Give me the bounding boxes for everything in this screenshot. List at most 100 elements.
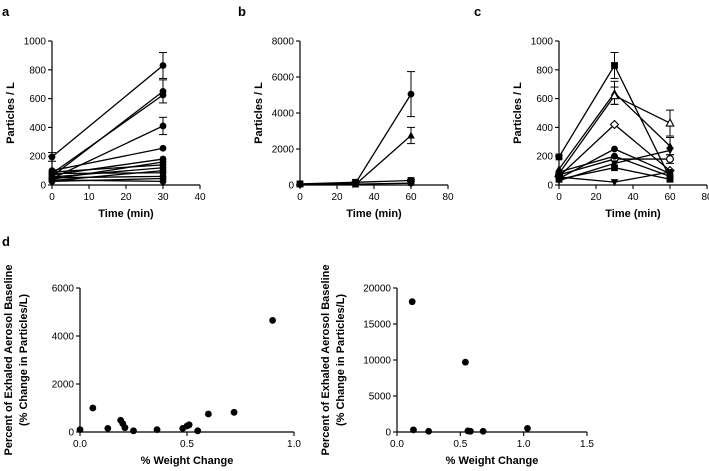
y-tick-label: 8000 xyxy=(272,37,295,48)
x-tick-label: 10 xyxy=(83,192,95,203)
x-tick-label: 0 xyxy=(297,192,303,203)
chart-panel-d-right: 0 5000 10000 15000 20000 0.0 0.5 1.0 1.5 % Weight… xyxy=(320,265,594,467)
data-point-s5 xyxy=(159,144,167,152)
x-axis-label: % Weight Change xyxy=(141,455,234,467)
series-line-s7 xyxy=(51,161,164,180)
scatter-point xyxy=(524,425,531,432)
data-point-down-triangle-2 xyxy=(666,169,674,177)
y-tick-label: 200 xyxy=(29,152,46,163)
series-line-s8 xyxy=(51,164,164,173)
y-tick-label: 15000 xyxy=(363,320,391,331)
scatter-point xyxy=(462,358,469,366)
data-point-down-triangle xyxy=(610,160,619,168)
y-axis-label: Percent of Exhaled Aerosol Baseline xyxy=(320,265,332,456)
data-point-s1 xyxy=(159,62,167,69)
scatter-point xyxy=(230,408,238,416)
y-tick-label: 4000 xyxy=(52,332,75,343)
y-axis-label: Particles / L xyxy=(512,82,524,144)
x-tick-label: 0 xyxy=(49,192,55,203)
scatter-point xyxy=(408,298,416,306)
x-tick-label: 80 xyxy=(701,192,709,203)
y-tick-label: 1000 xyxy=(24,37,47,48)
y-tick-label: 0 xyxy=(385,428,391,439)
x-tick-label: 20 xyxy=(120,192,132,203)
x-axis-label: % Weight Change xyxy=(446,455,539,467)
series-line-s1 xyxy=(51,64,164,158)
series-line-s11 xyxy=(51,172,164,175)
x-tick-label: 30 xyxy=(157,192,169,203)
y-tick-label: 2000 xyxy=(52,380,75,391)
y-tick-label: 200 xyxy=(536,152,553,163)
panel-label-b: b xyxy=(238,4,246,19)
y-tick-label: 0 xyxy=(288,181,294,192)
x-tick-label: 0.0 xyxy=(390,439,404,450)
y-tick-label: 4000 xyxy=(272,109,295,120)
series-line-s9 xyxy=(51,167,164,178)
y-tick-label: 600 xyxy=(29,94,46,105)
x-tick-label: 1.5 xyxy=(580,439,594,450)
scatter-point xyxy=(269,317,276,324)
scatter-point xyxy=(194,427,202,435)
y-tick-label: 1000 xyxy=(531,37,554,48)
data-point-open-triangle xyxy=(665,117,675,127)
y-tick-label: 10000 xyxy=(363,356,391,367)
data-point-square xyxy=(555,153,563,161)
y-tick-label: 20000 xyxy=(363,284,391,295)
y-axis-label: Particles / L xyxy=(253,82,265,144)
y-tick-label: 800 xyxy=(536,65,553,76)
panel-label-d: d xyxy=(2,234,10,249)
scatter-point xyxy=(121,424,129,432)
chart-panel-a: 0 200 400 600 800 1000 0 10 20 30 40 Time (min) Part… xyxy=(5,37,206,221)
y-tick-label: 6000 xyxy=(272,73,295,84)
x-tick-label: 20 xyxy=(331,192,343,203)
series-line-s3 xyxy=(51,94,164,175)
series-line-circle xyxy=(299,93,412,185)
scatter-point xyxy=(425,427,433,435)
data-point-hex xyxy=(555,168,563,176)
x-tick-label: 60 xyxy=(405,192,417,203)
chart-panel-c: 0 200 400 600 800 1000 0 20 40 60 80 Time (min) Part… xyxy=(512,37,709,221)
data-point-s14 xyxy=(159,178,167,185)
y-tick-label: 2000 xyxy=(272,145,295,156)
scatter-point xyxy=(185,421,193,429)
y-tick-label: 0 xyxy=(547,181,553,192)
y-tick-label: 0 xyxy=(68,428,74,439)
data-point-small-square xyxy=(666,175,674,183)
x-tick-label: 0.5 xyxy=(453,439,467,450)
data-point-diamond-open xyxy=(609,119,620,130)
data-point-s14 xyxy=(48,176,56,184)
x-tick-label: 1.0 xyxy=(517,439,531,450)
series-line-s13 xyxy=(51,177,164,183)
data-point-open-triangle xyxy=(609,90,620,100)
series-line-s4 xyxy=(51,125,164,180)
x-tick-label: 0.5 xyxy=(180,439,194,450)
y-tick-label: 400 xyxy=(536,123,553,134)
x-tick-label: 80 xyxy=(442,192,454,203)
data-point-circle xyxy=(407,90,415,98)
x-tick-label: 40 xyxy=(194,192,206,203)
x-tick-label: 60 xyxy=(664,192,676,203)
y-tick-label: 5000 xyxy=(369,392,392,403)
data-point-down-triangle-2 xyxy=(555,174,563,182)
y-axis-label: (% Change in Particles/L) xyxy=(335,294,347,426)
y-tick-label: 0 xyxy=(40,181,46,192)
data-point-s1 xyxy=(48,153,56,161)
panel-label-a: a xyxy=(2,4,10,19)
x-tick-label: 0.0 xyxy=(73,439,87,450)
data-point-diamond xyxy=(407,179,415,187)
data-point-s4 xyxy=(159,122,167,130)
x-tick-label: 40 xyxy=(627,192,639,203)
data-point-square xyxy=(611,62,618,69)
scatter-point xyxy=(76,426,84,433)
data-point-diamond xyxy=(352,180,359,188)
y-tick-label: 600 xyxy=(536,94,553,105)
y-axis-label: (% Change in Particles/L) xyxy=(18,294,30,426)
scatter-point xyxy=(479,427,487,435)
data-point-s3 xyxy=(159,91,167,99)
data-point-down-triangle xyxy=(666,147,674,155)
data-point-diamond xyxy=(296,181,304,188)
y-tick-label: 6000 xyxy=(52,284,75,295)
scatter-point xyxy=(467,427,474,435)
series-line-s12 xyxy=(51,175,164,179)
